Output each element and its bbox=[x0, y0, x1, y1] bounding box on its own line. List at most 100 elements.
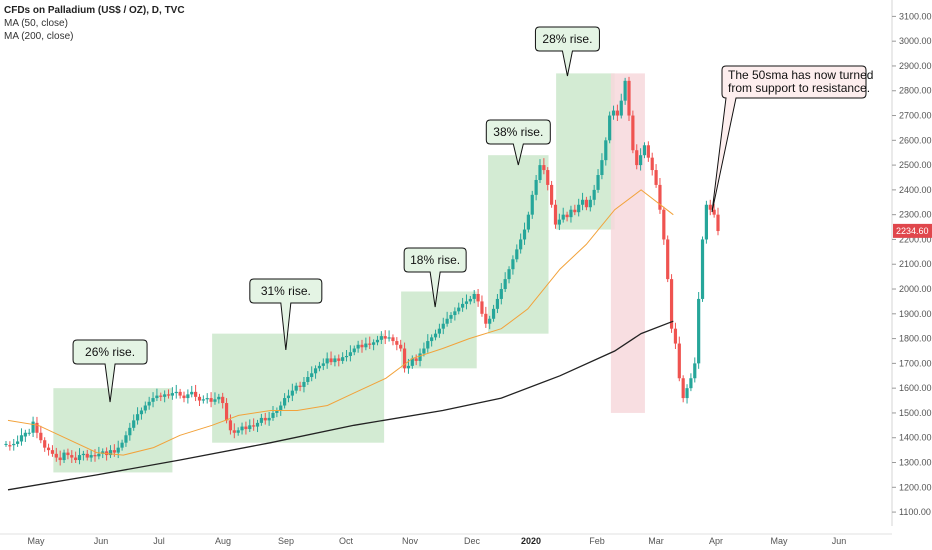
candle-body bbox=[391, 337, 395, 342]
candle-body bbox=[375, 339, 380, 343]
candle-body bbox=[406, 365, 411, 369]
ma50-line bbox=[7, 189, 674, 456]
rise-bubble-1 bbox=[249, 278, 323, 351]
price-tick-label: 2000.00 bbox=[899, 284, 932, 294]
candle-body bbox=[213, 399, 217, 402]
rise-label-3: 38% rise. bbox=[493, 125, 543, 139]
candle-body bbox=[97, 453, 101, 457]
price-tick-label: 2200.00 bbox=[899, 234, 932, 244]
candle-body bbox=[143, 405, 147, 411]
candle-body bbox=[511, 259, 515, 270]
candle-body bbox=[348, 352, 352, 356]
candle-body bbox=[526, 214, 530, 230]
candle-body bbox=[457, 307, 461, 312]
candle-body bbox=[673, 328, 678, 344]
candle-body bbox=[93, 455, 97, 457]
note-bubble bbox=[711, 65, 867, 213]
candle-body bbox=[4, 443, 8, 445]
candle-body bbox=[16, 441, 20, 444]
price-tick-label: 2300.00 bbox=[899, 210, 932, 220]
candle-body bbox=[519, 239, 523, 250]
time-tick-label: Apr bbox=[709, 536, 723, 546]
candle-body bbox=[522, 229, 527, 240]
candle-body bbox=[174, 391, 178, 394]
candle-body bbox=[283, 398, 287, 406]
candle-body bbox=[693, 363, 697, 379]
candle-body bbox=[81, 453, 85, 456]
candle-body bbox=[592, 189, 596, 200]
time-tick-label: Mar bbox=[648, 536, 664, 546]
candle-body bbox=[503, 279, 507, 290]
candle-body bbox=[197, 396, 202, 401]
candlesticks bbox=[4, 76, 720, 466]
candle-body bbox=[472, 293, 476, 299]
price-tick-label: 1500.00 bbox=[899, 408, 932, 418]
candle-body bbox=[267, 417, 271, 421]
candle-body bbox=[577, 204, 581, 213]
candle-body bbox=[279, 405, 283, 411]
candle-body bbox=[333, 358, 337, 363]
candle-body bbox=[302, 381, 306, 387]
price-tick-label: 3000.00 bbox=[899, 36, 932, 46]
candle-body bbox=[708, 204, 712, 210]
candle-body bbox=[538, 165, 542, 180]
candle-body bbox=[383, 336, 387, 339]
candle-body bbox=[372, 342, 376, 345]
candle-body bbox=[224, 403, 229, 421]
rise-label-2: 18% rise. bbox=[410, 253, 460, 267]
candle-body bbox=[685, 388, 689, 399]
note-line-1: from support to resistance. bbox=[728, 81, 870, 95]
candle-body bbox=[700, 239, 705, 299]
candle-body bbox=[639, 155, 643, 166]
candle-body bbox=[155, 395, 159, 399]
candle-body bbox=[368, 343, 372, 345]
candle-body bbox=[135, 414, 140, 421]
candle-body bbox=[449, 315, 453, 319]
candle-body bbox=[418, 353, 422, 361]
candle-body bbox=[611, 110, 616, 116]
fall-box-5 bbox=[610, 73, 645, 413]
candle-body bbox=[54, 453, 58, 458]
rise-bubble-0 bbox=[72, 339, 148, 403]
candle-body bbox=[666, 239, 670, 280]
candle-body bbox=[248, 425, 252, 430]
candle-body bbox=[317, 365, 322, 369]
candle-body bbox=[306, 377, 310, 382]
candle-body bbox=[495, 298, 500, 309]
candle-body bbox=[70, 455, 74, 458]
candle-body bbox=[484, 313, 488, 324]
candle-body bbox=[646, 145, 650, 158]
candle-body bbox=[8, 445, 12, 447]
candle-body bbox=[573, 209, 577, 213]
candle-body bbox=[426, 341, 430, 349]
candle-body bbox=[704, 204, 708, 240]
candle-body bbox=[623, 80, 627, 101]
candle-body bbox=[46, 447, 51, 451]
candle-body bbox=[677, 343, 681, 379]
candle-body bbox=[352, 348, 356, 353]
price-axis[interactable]: 1100.00 1200.00 1300.00 1400.00 1500.00 1600.… bbox=[891, 0, 932, 526]
candle-body bbox=[550, 184, 554, 205]
candle-body bbox=[244, 426, 248, 430]
candle-body bbox=[255, 422, 260, 427]
time-tick-label: 2020 bbox=[521, 536, 541, 546]
price-tick-label: 2400.00 bbox=[899, 185, 932, 195]
price-tick-label: 1900.00 bbox=[899, 309, 932, 319]
price-tick-label: 1600.00 bbox=[899, 383, 932, 393]
candle-body bbox=[50, 450, 55, 454]
candle-body bbox=[182, 395, 186, 399]
time-axis[interactable]: May Jun Jul Aug Sep Oct Nov Dec 2020 Feb Mar Apr May… bbox=[0, 533, 892, 546]
candle-body bbox=[681, 378, 685, 399]
rise-bubble-4 bbox=[534, 26, 600, 77]
candle-body bbox=[120, 442, 124, 448]
annotation-bubbles: 26% rise. 31% rise. 18% rise. 38% rise. 28% … bbox=[72, 26, 873, 403]
candle-body bbox=[128, 427, 132, 436]
candle-body bbox=[186, 394, 190, 399]
candle-body bbox=[259, 417, 263, 423]
candle-body bbox=[635, 150, 639, 166]
candle-body bbox=[499, 289, 503, 299]
candle-body bbox=[619, 100, 623, 116]
time-tick-label: Jul bbox=[153, 536, 165, 546]
chart-legend: CFDs on Palladium (US$ / OZ), D, TVC MA … bbox=[4, 4, 185, 43]
